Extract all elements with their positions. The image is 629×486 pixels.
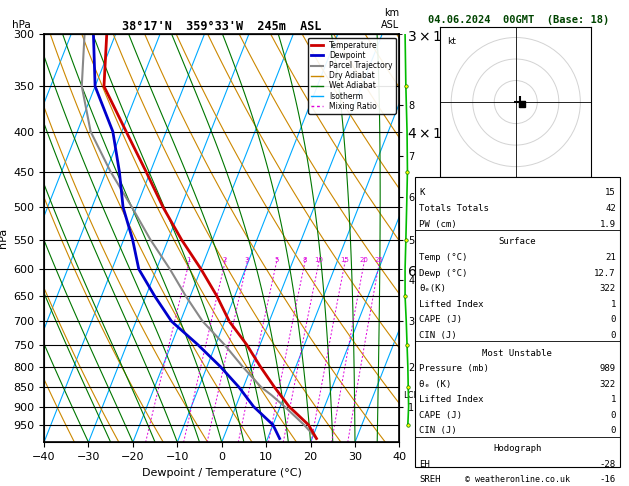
Text: 0: 0 xyxy=(610,315,616,324)
Text: 42: 42 xyxy=(605,204,616,213)
Text: 10: 10 xyxy=(314,258,323,263)
Text: CAPE (J): CAPE (J) xyxy=(419,411,462,420)
Text: 3: 3 xyxy=(245,258,249,263)
Text: km
ASL: km ASL xyxy=(381,8,399,30)
Text: 1.9: 1.9 xyxy=(599,220,616,228)
Text: EH: EH xyxy=(419,460,430,469)
Text: 1: 1 xyxy=(610,395,616,404)
Text: PW (cm): PW (cm) xyxy=(419,220,457,228)
Text: 15: 15 xyxy=(605,189,616,197)
Text: 8: 8 xyxy=(303,258,307,263)
Text: 15: 15 xyxy=(340,258,349,263)
Text: CIN (J): CIN (J) xyxy=(419,426,457,435)
Text: 1: 1 xyxy=(610,300,616,309)
Text: kt: kt xyxy=(447,37,456,47)
Text: © weatheronline.co.uk: © weatheronline.co.uk xyxy=(465,475,570,485)
Text: 04.06.2024  00GMT  (Base: 18): 04.06.2024 00GMT (Base: 18) xyxy=(428,15,610,25)
Text: 21: 21 xyxy=(605,253,616,262)
Text: CAPE (J): CAPE (J) xyxy=(419,315,462,324)
Text: Most Unstable: Most Unstable xyxy=(482,348,552,358)
Y-axis label: hPa: hPa xyxy=(0,228,8,248)
Text: Lifted Index: Lifted Index xyxy=(419,395,484,404)
Text: Pressure (mb): Pressure (mb) xyxy=(419,364,489,373)
Title: 38°17'N  359°33'W  245m  ASL: 38°17'N 359°33'W 245m ASL xyxy=(122,20,321,33)
Text: θₑ (K): θₑ (K) xyxy=(419,380,451,389)
Text: θₑ(K): θₑ(K) xyxy=(419,284,446,293)
Text: 12.7: 12.7 xyxy=(594,269,616,278)
Legend: Temperature, Dewpoint, Parcel Trajectory, Dry Adiabat, Wet Adiabat, Isotherm, Mi: Temperature, Dewpoint, Parcel Trajectory… xyxy=(308,38,396,114)
Text: 0: 0 xyxy=(610,331,616,340)
Text: 0: 0 xyxy=(610,426,616,435)
Text: SREH: SREH xyxy=(419,475,440,485)
Text: CIN (J): CIN (J) xyxy=(419,331,457,340)
Text: Hodograph: Hodograph xyxy=(493,444,542,453)
Text: 2: 2 xyxy=(223,258,227,263)
Text: K: K xyxy=(419,189,425,197)
Text: -16: -16 xyxy=(599,475,616,485)
Text: 1: 1 xyxy=(187,258,191,263)
Y-axis label: Mixing Ratio (g/kg): Mixing Ratio (g/kg) xyxy=(464,192,474,284)
Text: Dewp (°C): Dewp (°C) xyxy=(419,269,467,278)
Text: LCL: LCL xyxy=(404,391,419,399)
Text: Temp (°C): Temp (°C) xyxy=(419,253,467,262)
Text: Lifted Index: Lifted Index xyxy=(419,300,484,309)
Text: 322: 322 xyxy=(599,380,616,389)
Text: 0: 0 xyxy=(610,411,616,420)
Text: 5: 5 xyxy=(274,258,279,263)
Text: Surface: Surface xyxy=(499,238,536,246)
Text: -28: -28 xyxy=(599,460,616,469)
Text: 20: 20 xyxy=(360,258,369,263)
Text: 989: 989 xyxy=(599,364,616,373)
Text: 322: 322 xyxy=(599,284,616,293)
Text: Totals Totals: Totals Totals xyxy=(419,204,489,213)
Text: hPa: hPa xyxy=(12,20,31,30)
X-axis label: Dewpoint / Temperature (°C): Dewpoint / Temperature (°C) xyxy=(142,468,302,478)
Text: 25: 25 xyxy=(375,258,384,263)
